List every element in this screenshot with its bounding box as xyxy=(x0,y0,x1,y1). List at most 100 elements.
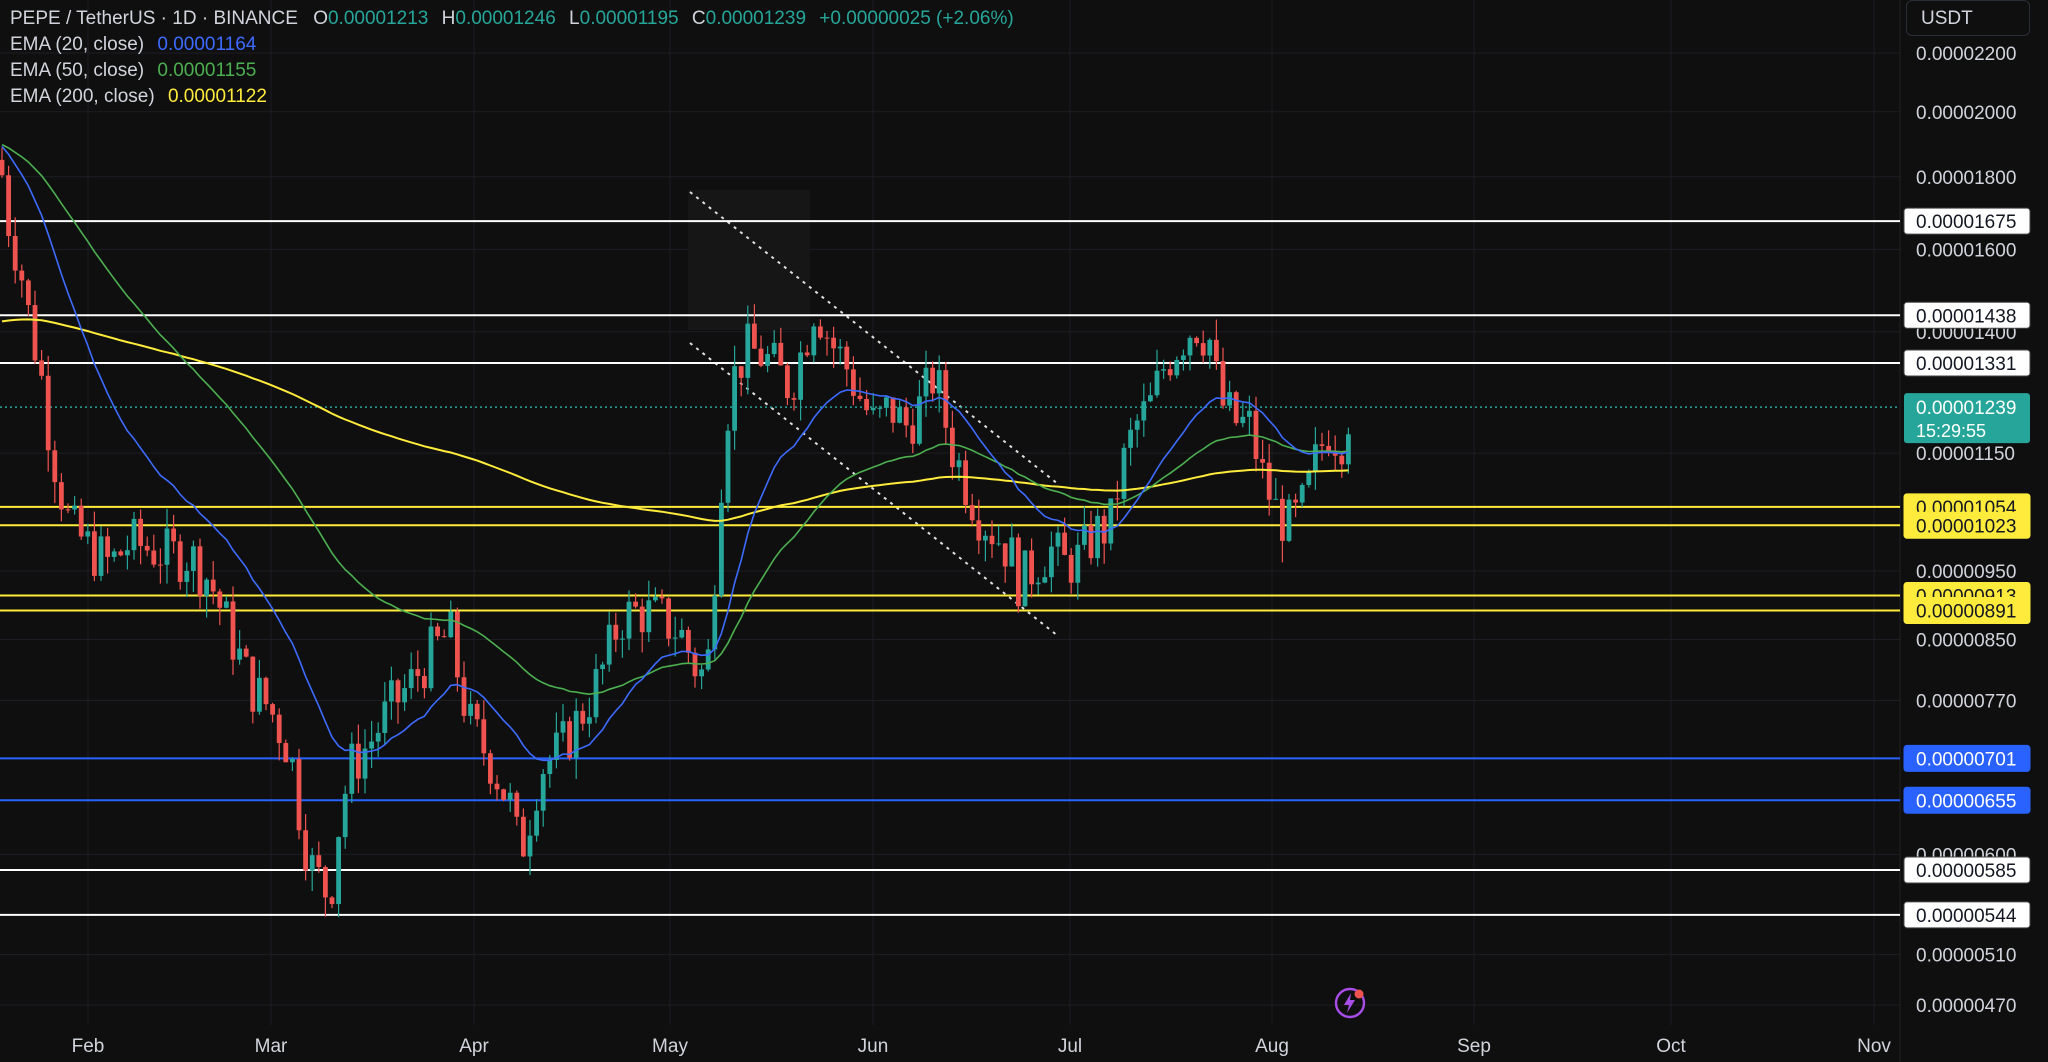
candle-body xyxy=(276,714,282,744)
candle-body xyxy=(329,897,335,905)
time-tick-label: Mar xyxy=(255,1036,288,1057)
candle-body xyxy=(758,348,764,366)
ohlc-low-key: L xyxy=(569,8,580,29)
time-tick-label: Oct xyxy=(1656,1036,1686,1057)
candle-body xyxy=(1049,546,1054,578)
candle-body xyxy=(474,703,480,720)
candle-body xyxy=(422,675,427,689)
candle-body xyxy=(448,611,454,638)
candle-body xyxy=(72,505,77,510)
candle-body xyxy=(864,398,869,411)
candle-body xyxy=(0,159,5,176)
time-tick-label: Apr xyxy=(459,1036,489,1057)
candle-body xyxy=(1306,472,1312,485)
candle-body xyxy=(1326,445,1331,453)
candle-body xyxy=(1227,392,1232,406)
candle-body xyxy=(534,810,539,836)
candle-body xyxy=(45,375,51,451)
candle-body xyxy=(1148,395,1153,402)
price-tick-label: 0.00001600 xyxy=(1916,240,2016,261)
candle-body xyxy=(1299,484,1305,503)
time-tick-label: Sep xyxy=(1457,1036,1491,1057)
level-label-box xyxy=(1903,511,2031,539)
candle-body xyxy=(791,398,797,400)
ema200-line xyxy=(1,318,1349,522)
candle-body xyxy=(111,551,117,557)
candle-body xyxy=(613,624,619,640)
channel-upper-line xyxy=(689,191,1059,485)
candle-body xyxy=(177,541,183,582)
candle-body xyxy=(606,624,612,665)
candle-body xyxy=(197,546,203,596)
ema20-label: EMA (20, close) xyxy=(10,34,145,55)
candle-body xyxy=(1088,525,1094,559)
level-label-text: 0.00001023 xyxy=(1916,516,2016,537)
time-tick-label: Nov xyxy=(1857,1036,1891,1057)
candle-body xyxy=(1134,420,1140,430)
candle-body xyxy=(389,680,394,702)
ema50-row[interactable]: EMA (50, close) 0.00001155 xyxy=(10,58,1014,84)
candle-body xyxy=(1095,515,1100,559)
candle-body xyxy=(19,270,25,281)
candle-body xyxy=(1055,532,1061,547)
candle-body xyxy=(1167,369,1173,376)
candle-body xyxy=(930,367,935,394)
ema200-value: 0.00001122 xyxy=(167,86,267,107)
candle-body xyxy=(1062,532,1067,555)
price-tick-label: 0.00001800 xyxy=(1916,168,2016,189)
candle-body xyxy=(547,759,553,775)
candle-body xyxy=(12,235,18,271)
candle-body xyxy=(131,518,137,551)
chart-grid xyxy=(0,0,1901,1062)
candle-body xyxy=(983,535,988,541)
candle-body xyxy=(1035,582,1041,585)
candle-body xyxy=(441,636,447,638)
ema20-row[interactable]: EMA (20, close) 0.00001164 xyxy=(10,32,1014,58)
currency-button[interactable]: USDT xyxy=(1906,0,2030,36)
candle-body xyxy=(1029,550,1034,585)
candle-body xyxy=(1346,434,1351,465)
candle-body xyxy=(395,680,401,703)
candle-body xyxy=(890,397,896,423)
level-label-box xyxy=(1903,596,2031,624)
candle-body xyxy=(798,352,803,400)
candle-body xyxy=(1319,444,1325,446)
candlesticks xyxy=(0,147,1351,918)
price-axis: 0.00002200 0.00002000 0.00001800 0.00001600… xyxy=(1916,44,2016,1017)
level-label-box xyxy=(1903,901,2031,929)
candle-body xyxy=(738,366,744,378)
candle-body xyxy=(844,346,850,370)
level-label-box xyxy=(1903,207,2031,235)
candle-body xyxy=(1200,343,1206,356)
symbol-title[interactable]: PEPE / TetherUS · 1D · BINANCE xyxy=(10,8,298,29)
level-label-box xyxy=(1903,856,2031,884)
candle-body xyxy=(1339,455,1345,465)
lightning-icon[interactable] xyxy=(1334,987,1366,1019)
candle-body xyxy=(804,352,810,356)
candle-body xyxy=(481,719,487,754)
candle-body xyxy=(527,835,533,857)
candle-body xyxy=(461,677,467,716)
ohlc-high-value: 0.00001246 xyxy=(455,8,556,29)
candle-body xyxy=(237,648,242,660)
candle-body xyxy=(560,721,566,733)
price-tick-label: 0.00000470 xyxy=(1916,996,2016,1017)
candle-body xyxy=(243,648,249,657)
candle-body xyxy=(1141,401,1147,421)
ema200-row[interactable]: EMA (200, close) 0.00001122 xyxy=(10,84,1014,110)
candle-body xyxy=(369,741,374,749)
candle-body xyxy=(1101,515,1107,544)
candle-body xyxy=(554,732,559,760)
candle-body xyxy=(1187,337,1193,356)
candle-body xyxy=(468,703,473,716)
ema50-value: 0.00001155 xyxy=(157,60,257,81)
candle-body xyxy=(1174,359,1180,376)
candle-body xyxy=(1128,429,1133,448)
candle-body xyxy=(567,721,572,758)
candle-body xyxy=(831,337,836,349)
candle-body xyxy=(323,866,328,898)
candle-body xyxy=(6,175,11,236)
candle-body xyxy=(870,407,876,411)
ohlc-low-value: 0.00001195 xyxy=(579,8,679,29)
